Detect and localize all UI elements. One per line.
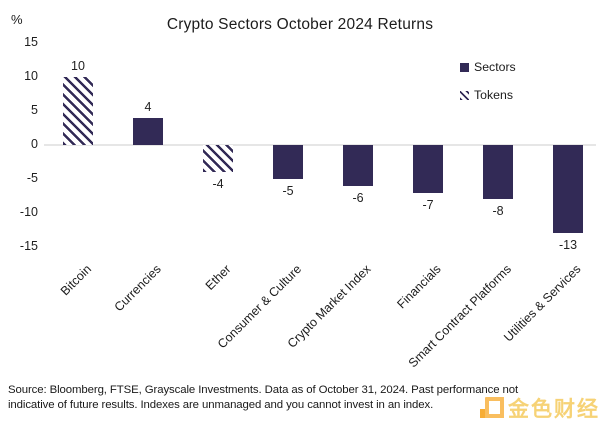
bar-value-label: -6 <box>352 190 364 205</box>
bar-value-label: 10 <box>71 59 85 73</box>
legend-label-sectors: Sectors <box>474 60 516 74</box>
x-axis-label: Ether <box>203 262 234 293</box>
y-tick-label: 10 <box>24 69 38 84</box>
zero-gridline <box>44 144 596 146</box>
bar-financials <box>413 145 443 193</box>
bar-value-label: -7 <box>422 197 434 212</box>
y-tick-label: 0 <box>31 137 38 151</box>
x-axis-label: Currencies <box>111 262 164 315</box>
source-note-line-1: Source: Bloomberg, FTSE, Grayscale Inves… <box>8 384 519 396</box>
bar-currencies <box>133 117 163 145</box>
y-tick-label: -15 <box>19 238 38 253</box>
bar-value-label: -13 <box>558 238 578 253</box>
legend-swatch-hatched-icon <box>460 90 469 100</box>
x-axis-label: Bitcoin <box>57 262 94 299</box>
bar-ether <box>203 145 233 173</box>
watermark-text: 金色财经 <box>508 397 600 421</box>
legend-item-sectors: Sectors <box>460 60 516 74</box>
y-tick-label: -5 <box>26 170 38 185</box>
bar-value-label: -8 <box>492 204 504 219</box>
x-axis-label: Financials <box>394 262 444 312</box>
legend-item-tokens: Tokens <box>460 88 516 102</box>
y-axis-unit-label: % <box>11 12 23 27</box>
legend: Sectors Tokens <box>460 60 516 116</box>
legend-label-tokens: Tokens <box>474 88 513 102</box>
legend-swatch-solid-icon <box>460 62 469 72</box>
bar-bitcoin <box>63 77 93 145</box>
x-axis-label: Utilities & Services <box>501 262 584 345</box>
source-note-line-2: indicative of future results. Indexes ar… <box>8 399 434 411</box>
y-tick-label: 15 <box>24 35 38 50</box>
watermark-square-icon <box>480 396 505 421</box>
bar-value-label: -5 <box>282 184 294 198</box>
bar-utilities-services <box>553 145 583 234</box>
bar-crypto-market-index <box>343 145 373 186</box>
bar-consumer-culture <box>273 145 303 179</box>
bar-smart-contract-platforms <box>483 145 513 200</box>
bar-value-label: 4 <box>144 99 152 114</box>
y-tick-label: -10 <box>19 204 38 219</box>
bar-value-label: -4 <box>212 177 224 192</box>
chart-title: Crypto Sectors October 2024 Returns <box>166 16 434 33</box>
y-tick-label: 5 <box>31 103 38 118</box>
source-note: Source: Bloomberg, FTSE, Grayscale Inves… <box>8 383 596 413</box>
watermark-logo: 金色财经 <box>480 393 600 423</box>
